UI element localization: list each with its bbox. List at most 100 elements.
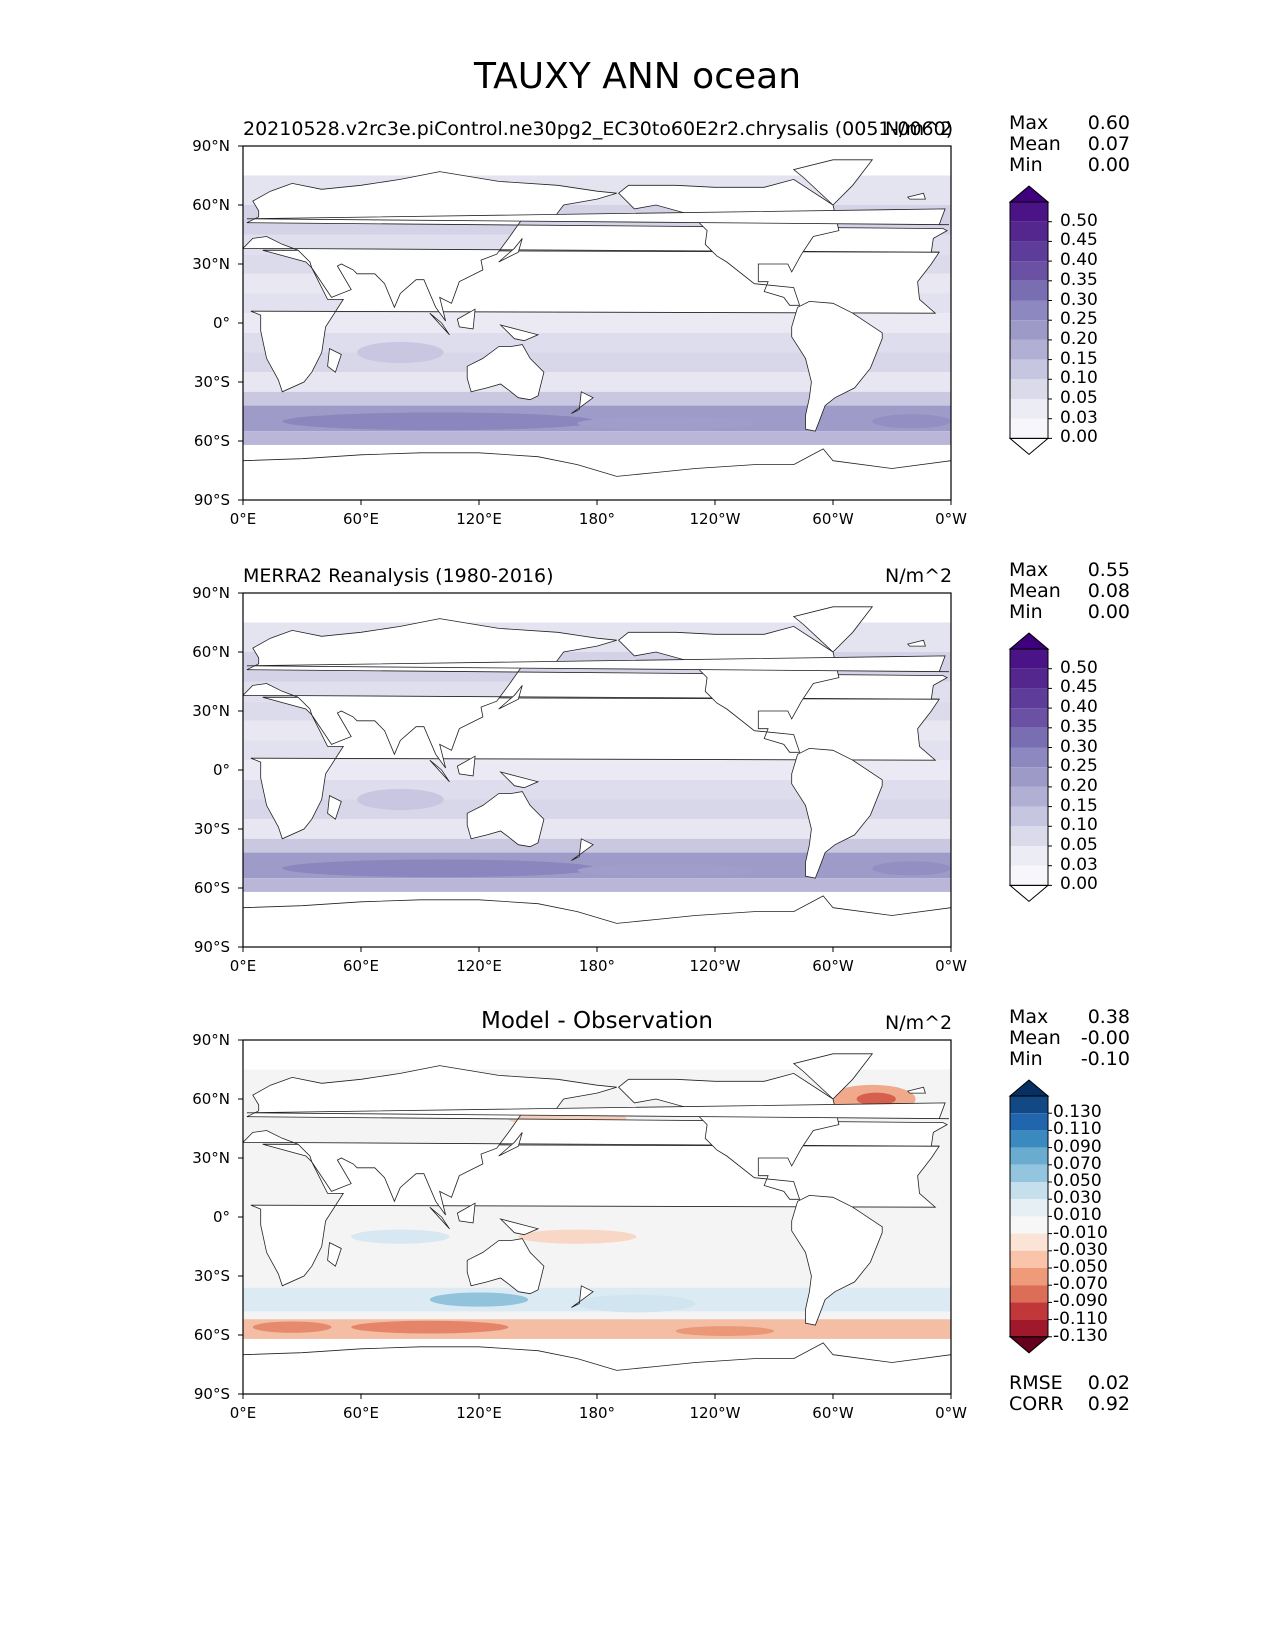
x-tick-label: 120°W <box>689 510 741 528</box>
colorbar-extend-min <box>1008 1336 1050 1354</box>
y-tick-label: 60°S <box>193 879 230 897</box>
colorbar-label: 0.03 <box>1060 854 1098 875</box>
colorbar-label: -0.130 <box>1053 1325 1108 1346</box>
y-tick-label: 90°S <box>193 938 230 956</box>
colorbar-label: 0.10 <box>1060 368 1098 389</box>
colorbar-segment <box>1010 865 1048 886</box>
x-tick-label: 60°E <box>342 510 380 528</box>
x-tick-label: 0°W <box>935 1404 967 1422</box>
colorbar-label: 0.50 <box>1060 657 1098 678</box>
colorbar-segment <box>1010 826 1048 846</box>
stat-label: Min <box>1009 1048 1043 1070</box>
colorbar-segment <box>1010 399 1048 419</box>
y-tick-label: 30°S <box>193 1267 230 1285</box>
units-label: N/m^2 <box>885 565 953 587</box>
colorbar-segment <box>1010 359 1048 380</box>
colorbar-label: 0.15 <box>1060 348 1098 369</box>
colorbar-label: 0.110 <box>1053 1119 1102 1140</box>
y-tick-label: 0° <box>212 761 230 779</box>
stat-label: Max <box>1009 1006 1049 1028</box>
colorbar-segment <box>1010 1096 1048 1114</box>
y-tick-label: 60°N <box>192 1090 230 1108</box>
colorbar-extend-max <box>1008 185 1050 203</box>
stat-value: 0.07 <box>1087 133 1130 155</box>
colorbar-segment <box>1010 241 1048 262</box>
y-tick-label: 60°S <box>193 432 230 450</box>
x-tick-label: 60°E <box>342 1404 380 1422</box>
y-tick-label: 0° <box>212 314 230 332</box>
stat-label: Min <box>1009 601 1043 623</box>
colorbar-segment <box>1010 1302 1048 1320</box>
colorbar-label: 0.20 <box>1060 328 1098 349</box>
colorbar-label: 0.45 <box>1060 230 1098 251</box>
colorbar-label: -0.050 <box>1053 1257 1108 1277</box>
colorbar-label: 0.25 <box>1060 756 1098 777</box>
colorbar-segment <box>1010 221 1048 242</box>
colorbar-label: 0.20 <box>1060 775 1098 796</box>
colorbar-segment <box>1010 1130 1048 1148</box>
colorbar-segment <box>1010 1199 1048 1217</box>
x-tick-label: 0°E <box>229 1404 257 1422</box>
panel-title: 20210528.v2rc3e.piControl.ne30pg2_EC30to… <box>243 118 954 140</box>
stat-label: Max <box>1009 559 1049 581</box>
x-tick-label: 180° <box>578 1404 616 1422</box>
colorbar-segment <box>1010 688 1048 709</box>
colorbar-label: 0.130 <box>1053 1102 1102 1123</box>
y-tick-label: 90°N <box>192 1031 230 1049</box>
colorbar-segment <box>1010 806 1048 827</box>
colorbar-segment <box>1010 1268 1048 1286</box>
y-tick-label: 30°S <box>193 373 230 391</box>
colorbar-label: -0.030 <box>1053 1239 1108 1260</box>
colorbar-segment <box>1010 320 1048 340</box>
colorbar-diff <box>1008 1079 1052 1354</box>
colorbar-extend-max <box>1008 1079 1050 1097</box>
stat-value: 0.92 <box>1087 1393 1130 1415</box>
colorbar-label: 0.45 <box>1060 677 1098 698</box>
y-tick-label: 60°N <box>192 643 230 661</box>
units-label: N/m^2 <box>885 1012 953 1034</box>
colorbar-label: 0.30 <box>1060 736 1098 757</box>
colorbar-segment <box>1010 379 1048 399</box>
colorbar-label: 0.03 <box>1060 407 1098 428</box>
colorbar-label: 0.35 <box>1060 716 1098 737</box>
colorbar-label: 0.070 <box>1053 1153 1102 1174</box>
y-tick-label: 30°S <box>193 820 230 838</box>
x-tick-label: 60°E <box>342 957 380 975</box>
map-model <box>238 145 952 505</box>
colorbar-segment <box>1010 202 1048 222</box>
colorbar-segment <box>1010 1250 1048 1268</box>
colorbar-label: -0.010 <box>1053 1222 1108 1243</box>
colorbar-segment <box>1010 339 1048 360</box>
colorbar-segment <box>1010 846 1048 866</box>
x-tick-label: 0°W <box>935 510 967 528</box>
colorbar-label: 0.050 <box>1053 1171 1102 1191</box>
panel-title: MERRA2 Reanalysis (1980-2016) <box>243 565 554 587</box>
colorbar-segment <box>1010 1147 1048 1165</box>
colorbar-label: 0.40 <box>1060 697 1098 718</box>
stat-label: CORR <box>1009 1393 1064 1415</box>
figure-title: TAUXY ANN ocean <box>473 56 802 97</box>
x-tick-label: 120°E <box>456 1404 502 1422</box>
colorbar-label: -0.110 <box>1053 1308 1108 1329</box>
stat-label: RMSE <box>1009 1372 1063 1394</box>
y-tick-label: 30°N <box>192 702 230 720</box>
colorbar-label: 0.030 <box>1053 1188 1102 1209</box>
colorbar-label: 0.30 <box>1060 289 1098 310</box>
colorbar-segment <box>1010 767 1048 787</box>
colorbar-segment <box>1010 708 1048 728</box>
colorbar-label: 0.05 <box>1060 835 1098 855</box>
colorbar-segment <box>1010 418 1048 439</box>
stat-value: 0.38 <box>1087 1006 1130 1028</box>
map-diff <box>238 1039 952 1399</box>
x-tick-label: 180° <box>578 510 616 528</box>
colorbar-label: 0.50 <box>1060 210 1098 231</box>
colorbar-label: 0.00 <box>1060 874 1098 895</box>
colorbar-label: 0.090 <box>1053 1136 1102 1157</box>
y-tick-label: 60°S <box>193 1326 230 1344</box>
y-tick-label: 30°N <box>192 1149 230 1167</box>
stat-value: 0.00 <box>1087 154 1130 176</box>
colorbar-obs <box>1008 632 1052 903</box>
colorbar-label: 0.15 <box>1060 795 1098 816</box>
y-tick-label: 0° <box>212 1208 230 1226</box>
units-label: N/m^2 <box>885 118 953 140</box>
